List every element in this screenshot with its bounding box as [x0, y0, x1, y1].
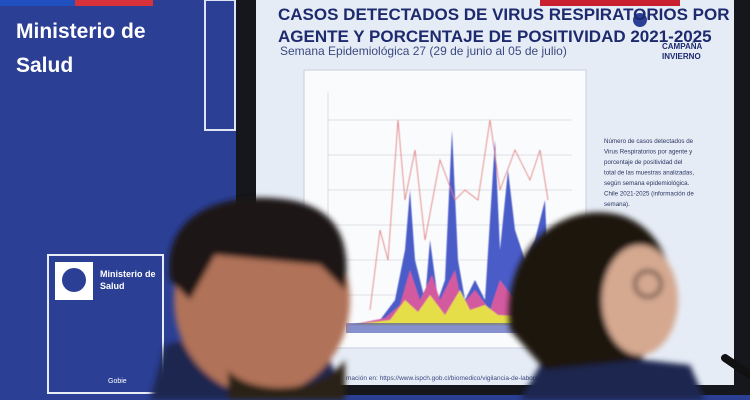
- note-line: Chile 2021-2025 (información de: [604, 191, 694, 198]
- sign-frame: [47, 254, 164, 394]
- person-man: [150, 197, 350, 400]
- logo-text: Ministerio de: [16, 20, 146, 43]
- campaign: INVIERNO: [662, 52, 701, 61]
- flag-red: [75, 0, 153, 6]
- wall-frame: [204, 0, 236, 131]
- screen-banner: [540, 0, 680, 6]
- campaign: CAMPAÑA: [662, 42, 703, 51]
- chart-axis-band: [346, 323, 546, 333]
- screen-title: AGENTE Y PORCENTAJE DE POSITIVIDAD 2021-…: [278, 27, 712, 46]
- screen-note: Número de casos detectados de Virus Respi…: [604, 138, 694, 208]
- sign-footer: Gobie: [108, 378, 127, 385]
- logo-text: Salud: [16, 54, 73, 77]
- note-line: semana).: [604, 201, 630, 208]
- note-line: Número de casos detectados de: [604, 138, 694, 145]
- microphone: [721, 354, 750, 379]
- person-woman: [508, 212, 705, 400]
- chart-picture: [350, 119, 550, 325]
- flag-blue: [0, 0, 75, 6]
- screen-source: mación en: https://www.ispch.gob.cl/biom…: [346, 375, 541, 382]
- note-line: Virus Respiratorios por agente y: [604, 149, 693, 156]
- sign-text: Ministerio de: [100, 269, 156, 279]
- screen-icon: [633, 13, 647, 27]
- sign-text: Salud: [100, 281, 125, 291]
- sign-emblem-mark: [62, 268, 86, 292]
- note-line: según semana epidemiológica.: [604, 180, 690, 187]
- screen-title: CASOS DETECTADOS DE VIRUS RESPIRATORIOS …: [278, 5, 730, 24]
- note-line: porcentaje de positividad del: [604, 159, 682, 166]
- screen-subtitle: Semana Epidemiológica 27 (29 de junio al…: [280, 44, 567, 58]
- note-line: total de las muestras analizadas,: [604, 170, 694, 177]
